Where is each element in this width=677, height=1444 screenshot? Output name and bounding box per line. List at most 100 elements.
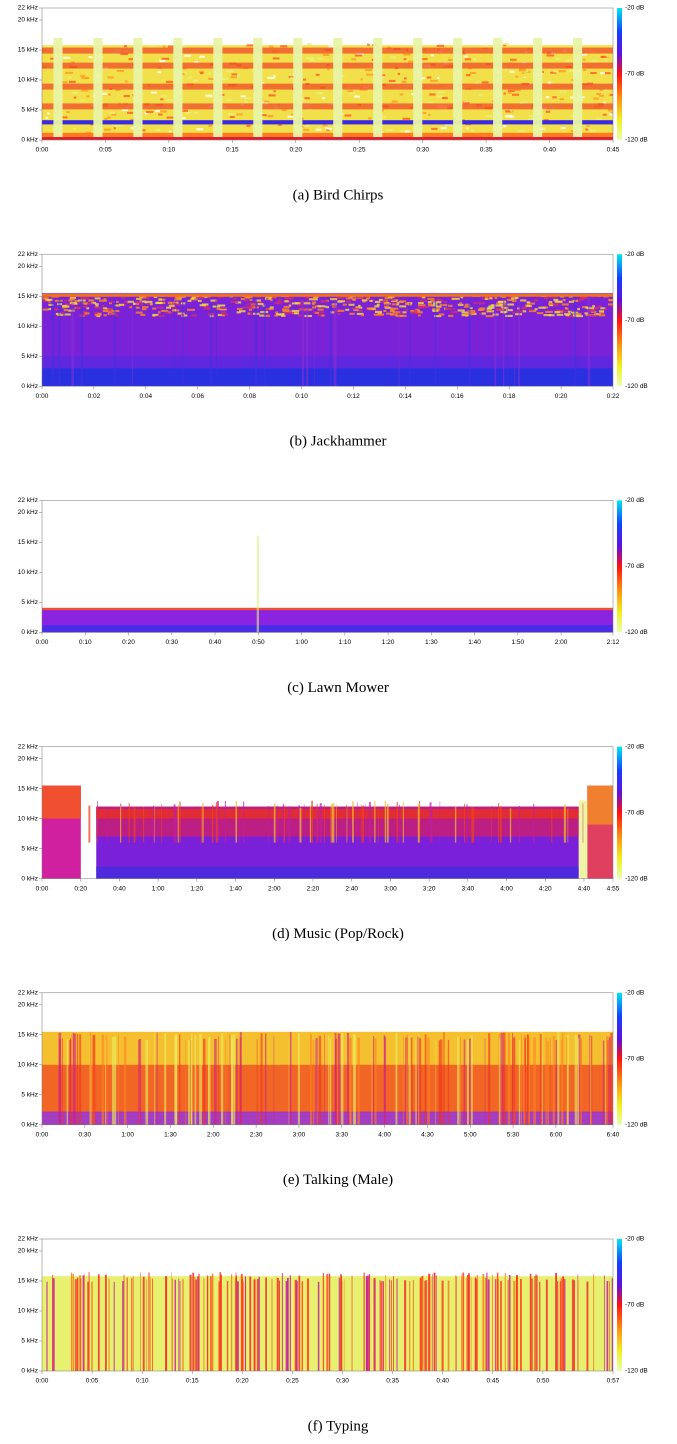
y-tick-label: 10 kHz bbox=[18, 1308, 38, 1315]
spectrogram-band bbox=[181, 109, 188, 112]
spectrogram-band bbox=[447, 58, 453, 61]
spectrogram-band bbox=[366, 296, 370, 299]
spectrogram-band bbox=[174, 1279, 176, 1371]
panel: 22 kHz 20 kHz 15 kHz 10 kHz 5 kHz 0 kHz 0:00 0:… bbox=[18, 743, 648, 942]
x-tick-label: 2:40 bbox=[345, 885, 358, 892]
spectrogram-band bbox=[606, 55, 609, 58]
spectrogram-band bbox=[550, 71, 557, 74]
y-tick-label: 15 kHz bbox=[18, 47, 38, 54]
spectrogram-band bbox=[179, 1281, 181, 1371]
spectrogram-band bbox=[571, 1279, 574, 1371]
spectrogram-band bbox=[442, 304, 448, 307]
spectrogram-band bbox=[111, 113, 117, 116]
spectrogram-band bbox=[51, 301, 55, 387]
spectrogram-band bbox=[102, 309, 109, 313]
spectrogram-band bbox=[258, 1281, 259, 1371]
spectrogram-band bbox=[60, 116, 68, 119]
spectrogram-band bbox=[375, 310, 382, 313]
spectrogram-band bbox=[74, 299, 79, 303]
spectrogram-band bbox=[419, 1278, 422, 1371]
spectrogram-band bbox=[389, 309, 396, 312]
spectrogram-band bbox=[427, 297, 435, 300]
spectrogram-band bbox=[42, 132, 613, 140]
spectrogram-band bbox=[264, 1033, 267, 1125]
spectrogram-band bbox=[408, 1036, 411, 1125]
spectrogram-band bbox=[496, 302, 501, 305]
spectrogram-band bbox=[61, 81, 68, 84]
spectrogram-band bbox=[432, 308, 441, 311]
spectrogram-band bbox=[265, 307, 274, 311]
y-tick-label: 15 kHz bbox=[18, 1032, 38, 1039]
spectrogram-band bbox=[278, 298, 282, 301]
spectrogram-band bbox=[558, 70, 566, 73]
spectrogram-band bbox=[320, 314, 325, 317]
spectrogram-band bbox=[88, 299, 94, 302]
spectrogram-band bbox=[355, 306, 363, 309]
x-tick-label: 0:00 bbox=[36, 885, 49, 892]
spectrogram-band bbox=[229, 115, 235, 119]
spectrogram-band bbox=[598, 310, 605, 313]
spectrogram-band bbox=[202, 1038, 206, 1125]
spectrogram-band bbox=[396, 301, 400, 304]
spectrogram-band bbox=[288, 74, 294, 77]
spectrogram-band bbox=[266, 297, 269, 300]
x-tick-label: 1:00 bbox=[295, 639, 308, 646]
spectrogram-band bbox=[120, 805, 122, 843]
y-tick-label: 22 kHz bbox=[18, 1236, 38, 1243]
spectrogram-band bbox=[518, 1039, 521, 1125]
spectrogram-band bbox=[428, 304, 433, 307]
spectrogram-band bbox=[133, 302, 140, 305]
spectrogram-band bbox=[374, 1279, 376, 1371]
spectrogram-band bbox=[219, 307, 227, 310]
x-tick-label: 4:55 bbox=[607, 885, 620, 892]
spectrogram-band bbox=[539, 1033, 542, 1125]
spectrogram-band bbox=[282, 804, 285, 843]
spectrogram-band bbox=[194, 61, 199, 64]
spectrogram-band bbox=[42, 607, 613, 611]
spectrogram-band bbox=[63, 56, 71, 59]
spectrogram-band bbox=[374, 300, 381, 303]
spectrogram-band bbox=[210, 303, 213, 387]
spectrogram-band bbox=[143, 296, 149, 299]
x-tick-label: 0:15 bbox=[226, 147, 239, 154]
spectrogram-band bbox=[316, 57, 324, 60]
spectrogram-band bbox=[289, 1275, 291, 1371]
spectrogram-band bbox=[555, 302, 559, 305]
spectrogram-band bbox=[607, 109, 613, 112]
spectrogram-band bbox=[173, 38, 183, 137]
spectrogram-band bbox=[298, 1275, 301, 1371]
spectrogram-band bbox=[567, 315, 575, 318]
spectrogram-band bbox=[346, 1032, 350, 1125]
spectrogram-band bbox=[609, 299, 613, 302]
spectrogram-band bbox=[564, 1279, 566, 1371]
spectrogram-band bbox=[302, 124, 310, 128]
spectrogram-band bbox=[168, 304, 175, 307]
spectrogram-band bbox=[42, 300, 46, 303]
spectrogram-band bbox=[203, 307, 212, 310]
spectrogram-band bbox=[171, 306, 177, 309]
spectrogram-band bbox=[368, 117, 372, 120]
spectrogram-band bbox=[527, 302, 536, 305]
spectrogram-band bbox=[511, 93, 520, 96]
spectrogram-band bbox=[464, 803, 466, 843]
spectrogram-band bbox=[547, 1040, 550, 1125]
spectrogram-band bbox=[602, 1040, 605, 1125]
spectrogram-band bbox=[248, 305, 253, 308]
spectrogram-band bbox=[187, 308, 195, 311]
spectrogram-band bbox=[138, 1039, 140, 1125]
spectrogram-band bbox=[107, 807, 108, 843]
spectrogram-band bbox=[418, 301, 424, 305]
spectrogram-band bbox=[273, 1036, 275, 1125]
colorbar-label: -70 dB bbox=[625, 1302, 644, 1309]
spectrogram-band bbox=[69, 1038, 72, 1125]
spectrogram-band bbox=[253, 1279, 256, 1371]
spectrogram-band bbox=[230, 300, 238, 303]
colorbar-label: -70 dB bbox=[625, 1056, 644, 1063]
spectrogram-band bbox=[600, 72, 605, 75]
spectrogram-band bbox=[152, 314, 156, 318]
spectrogram-band bbox=[179, 801, 181, 843]
spectrogram-band bbox=[162, 45, 166, 48]
spectrogram-band bbox=[418, 1038, 422, 1125]
spectrogram-band bbox=[587, 126, 590, 129]
spectrogram-band bbox=[548, 314, 555, 317]
